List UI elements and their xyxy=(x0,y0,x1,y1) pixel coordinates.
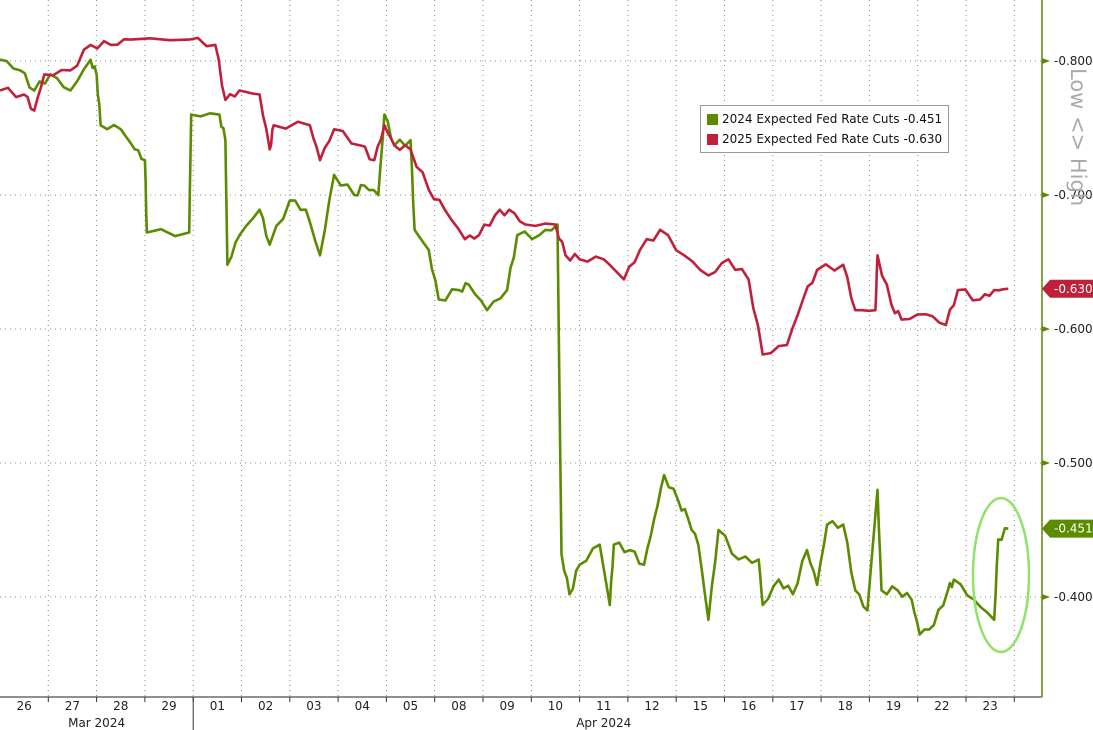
y-axis-label: Low <> High xyxy=(1066,68,1090,207)
y-tick-label: -0.600 xyxy=(1054,322,1093,336)
x-tick-label: 16 xyxy=(741,699,756,713)
x-tick-label: 19 xyxy=(886,699,901,713)
x-tick-label: 09 xyxy=(500,699,515,713)
last-value-tag xyxy=(1042,519,1093,538)
x-tick-label: 04 xyxy=(355,699,370,713)
x-tick-label: 26 xyxy=(17,699,32,713)
x-tick-label: 05 xyxy=(403,699,418,713)
legend-swatch-2024 xyxy=(707,113,718,125)
legend-value-2025: -0.630 xyxy=(903,132,943,146)
y-tick-mark xyxy=(1042,58,1050,64)
legend-value-2024: -0.451 xyxy=(903,112,943,126)
x-tick-label: 12 xyxy=(644,699,659,713)
legend-swatch-2025 xyxy=(707,133,718,145)
y-tick-label: -0.800 xyxy=(1054,54,1093,68)
y-tick-label: -0.700 xyxy=(1054,188,1093,202)
x-tick-label: 15 xyxy=(693,699,708,713)
y-tick-mark xyxy=(1042,594,1050,600)
month-label: Mar 2024 xyxy=(68,716,125,730)
legend-label-2025: 2025 Expected Fed Rate Cuts xyxy=(722,132,900,146)
series-line-2025 xyxy=(0,36,1009,356)
last-value-label: -0.451 xyxy=(1054,522,1093,536)
x-tick-label: 29 xyxy=(161,699,176,713)
x-tick-label: 11 xyxy=(596,699,611,713)
last-value-tag xyxy=(1042,279,1093,298)
y-tick-mark xyxy=(1042,326,1050,332)
legend: 2024 Expected Fed Rate Cuts -0.451 2025 … xyxy=(700,105,950,153)
y-tick-mark xyxy=(1042,192,1050,198)
x-tick-label: 17 xyxy=(789,699,804,713)
legend-item-2024: 2024 Expected Fed Rate Cuts -0.451 xyxy=(707,109,942,129)
legend-label-2024: 2024 Expected Fed Rate Cuts xyxy=(722,112,900,126)
x-tick-label: 03 xyxy=(306,699,321,713)
x-tick-label: 28 xyxy=(113,699,128,713)
series-line-2024 xyxy=(0,58,1009,636)
x-tick-label: 22 xyxy=(934,699,949,713)
x-tick-label: 01 xyxy=(210,699,225,713)
last-value-label: -0.630 xyxy=(1054,282,1093,296)
x-tick-label: 27 xyxy=(65,699,80,713)
x-tick-label: 23 xyxy=(983,699,998,713)
x-tick-label: 08 xyxy=(451,699,466,713)
legend-item-2025: 2025 Expected Fed Rate Cuts -0.630 xyxy=(707,129,942,149)
y-tick-label: -0.500 xyxy=(1054,456,1093,470)
x-tick-label: 18 xyxy=(838,699,853,713)
y-tick-label: -0.400 xyxy=(1054,590,1093,604)
month-label: Apr 2024 xyxy=(576,716,631,730)
y-tick-mark xyxy=(1042,460,1050,466)
highlight-ellipse xyxy=(971,496,1031,654)
x-tick-label: 02 xyxy=(258,699,273,713)
x-tick-label: 10 xyxy=(548,699,563,713)
